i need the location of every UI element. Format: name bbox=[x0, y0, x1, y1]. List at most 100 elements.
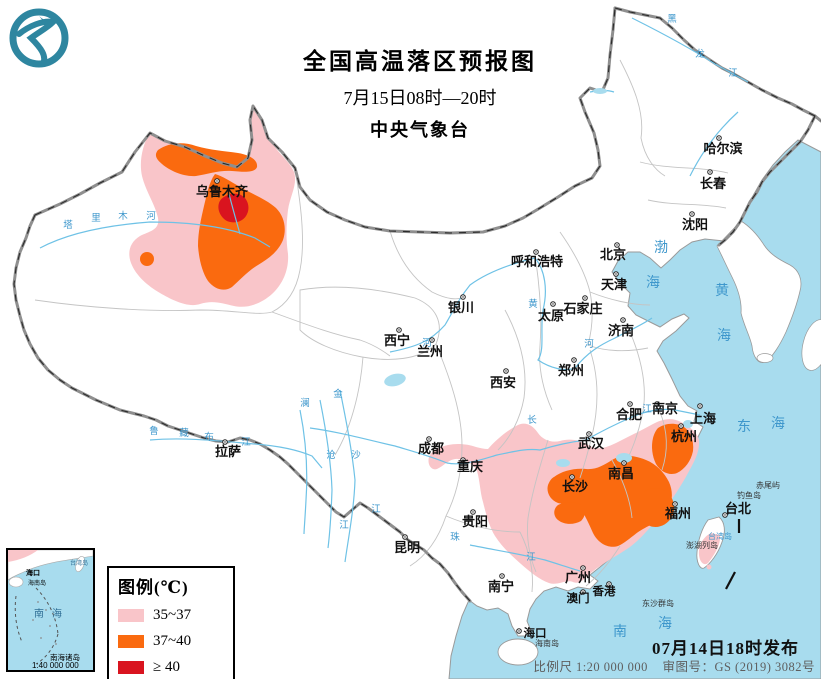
city-label: 上海 bbox=[690, 411, 716, 426]
river-label: 黄 bbox=[528, 298, 538, 310]
city-marker-dot bbox=[616, 244, 618, 246]
forecast-period: 7月15日08时—20时 bbox=[343, 88, 497, 108]
island-label: 赤尾屿 bbox=[756, 481, 780, 490]
city-marker-dot bbox=[505, 370, 507, 372]
inset-map-graphics bbox=[8, 550, 93, 665]
legend-label: 35~37 bbox=[153, 607, 192, 623]
legend-swatch-orange bbox=[118, 635, 144, 648]
city-marker-dot bbox=[518, 630, 520, 632]
city-label: 银川 bbox=[448, 300, 474, 315]
river-label: 藏 bbox=[179, 427, 189, 439]
legend-row: 35~37 bbox=[118, 607, 225, 624]
city-marker-dot bbox=[224, 441, 226, 443]
inset-hainan-label: 海南岛 bbox=[28, 581, 47, 587]
city-label: 杭州 bbox=[671, 429, 697, 444]
city-marker-dot bbox=[622, 319, 624, 321]
city-label: 台北 bbox=[725, 501, 751, 516]
city-marker-dot bbox=[629, 403, 631, 405]
city-label: 广州 bbox=[565, 570, 591, 585]
city-label: 澳门 bbox=[567, 591, 590, 605]
hainan-island bbox=[497, 638, 539, 666]
river-label: 江 bbox=[642, 404, 652, 415]
city-marker-dot bbox=[404, 536, 406, 538]
sea-label: 东 bbox=[737, 419, 751, 435]
legend-rows: 35~37 37~40 ≥ 40 bbox=[118, 607, 225, 676]
city-marker-dot bbox=[571, 476, 573, 478]
korea-peninsula bbox=[716, 220, 802, 363]
city-label: 沈阳 bbox=[682, 217, 708, 232]
city-marker-dot bbox=[699, 405, 701, 407]
river-label: 鲁 bbox=[149, 425, 159, 437]
city-label: 南京 bbox=[652, 401, 678, 416]
city-label: 海口 bbox=[524, 626, 547, 640]
legend-row: ≥ 40 bbox=[118, 659, 225, 676]
city-marker-dot bbox=[615, 273, 617, 275]
legend-row: 37~40 bbox=[118, 633, 225, 650]
inset-taiwan-label: 台湾岛 bbox=[70, 561, 89, 567]
city-label: 香港 bbox=[592, 584, 616, 598]
jeju-island bbox=[756, 353, 774, 363]
city-label: 石家庄 bbox=[562, 301, 602, 316]
city-marker-dot bbox=[428, 438, 430, 440]
agency-name: 中央气象台 bbox=[370, 120, 470, 140]
cma-logo bbox=[9, 8, 69, 68]
legend-label: ≥ 40 bbox=[153, 659, 180, 675]
city-label: 福州 bbox=[664, 506, 691, 521]
river-label: 江 bbox=[526, 552, 536, 563]
city-label: 太原 bbox=[537, 308, 564, 323]
city-marker-dot bbox=[398, 329, 400, 331]
kyushu-island bbox=[801, 319, 821, 371]
legend-swatch-pink bbox=[118, 609, 144, 622]
international-border bbox=[12, 6, 821, 603]
inset-islands-caption: 南海诸岛 bbox=[50, 653, 80, 662]
river-label: 河 bbox=[146, 210, 156, 222]
river-label: 金 bbox=[333, 388, 343, 400]
legend-swatch-red bbox=[118, 661, 144, 674]
city-marker-dot bbox=[216, 180, 218, 182]
river-label: 江 bbox=[339, 520, 349, 531]
city-marker-dot bbox=[709, 171, 711, 173]
city-label: 南宁 bbox=[488, 579, 514, 594]
island-label: 台湾岛 bbox=[708, 531, 732, 541]
city-label: 武汉 bbox=[578, 436, 605, 451]
city-marker-dot bbox=[718, 137, 720, 139]
legend-label: 37~40 bbox=[153, 633, 192, 649]
sea-label: 海 bbox=[646, 275, 660, 291]
issue-time: 07月14日18时发布 bbox=[652, 639, 799, 658]
city-label: 重庆 bbox=[457, 459, 483, 474]
south-china-sea-inset: 台湾岛 海口 海南岛 南海 南海诸岛 1:40 000 000 bbox=[6, 548, 95, 672]
river-label: 龙 bbox=[695, 48, 705, 60]
map-scale: 比例尺 1:20 000 000 bbox=[533, 660, 648, 674]
city-label: 合肥 bbox=[616, 407, 642, 422]
river-label: 澜 bbox=[300, 398, 310, 409]
page-title: 全国高温落区预报图 bbox=[303, 49, 537, 74]
city-marker-dot bbox=[674, 503, 676, 505]
city-marker-dot bbox=[623, 462, 625, 464]
city-marker-dot bbox=[656, 403, 658, 405]
legend-title: 图例(℃) bbox=[118, 578, 189, 597]
inset-scale: 1:40 000 000 bbox=[32, 661, 79, 670]
city-marker-dot bbox=[462, 296, 464, 298]
legend-box: 图例(℃) 35~37 37~40 ≥ 40 bbox=[107, 566, 235, 679]
river-labels: 塔里木河黑龙江黄河河长江金沙江澜沧江珠江鲁藏布江 bbox=[63, 14, 738, 563]
river-label: 江 bbox=[728, 68, 738, 79]
city-marker-dot bbox=[588, 433, 590, 435]
city-marker-dot bbox=[535, 251, 537, 253]
city-marker-dot bbox=[724, 514, 726, 516]
maritime-boundary-ticks bbox=[725, 519, 741, 590]
river-label: 沙 bbox=[351, 450, 361, 461]
sea-label: 渤 bbox=[654, 240, 668, 256]
city-marker-dot bbox=[472, 511, 474, 513]
river-label: 黑 bbox=[667, 14, 677, 25]
city-label: 长沙 bbox=[562, 479, 588, 494]
river-label: 沧 bbox=[326, 449, 336, 461]
river-label: 布 bbox=[204, 431, 214, 443]
city-label: 南昌 bbox=[608, 466, 634, 481]
city-marker-dot bbox=[691, 213, 693, 215]
ocean bbox=[448, 139, 821, 679]
